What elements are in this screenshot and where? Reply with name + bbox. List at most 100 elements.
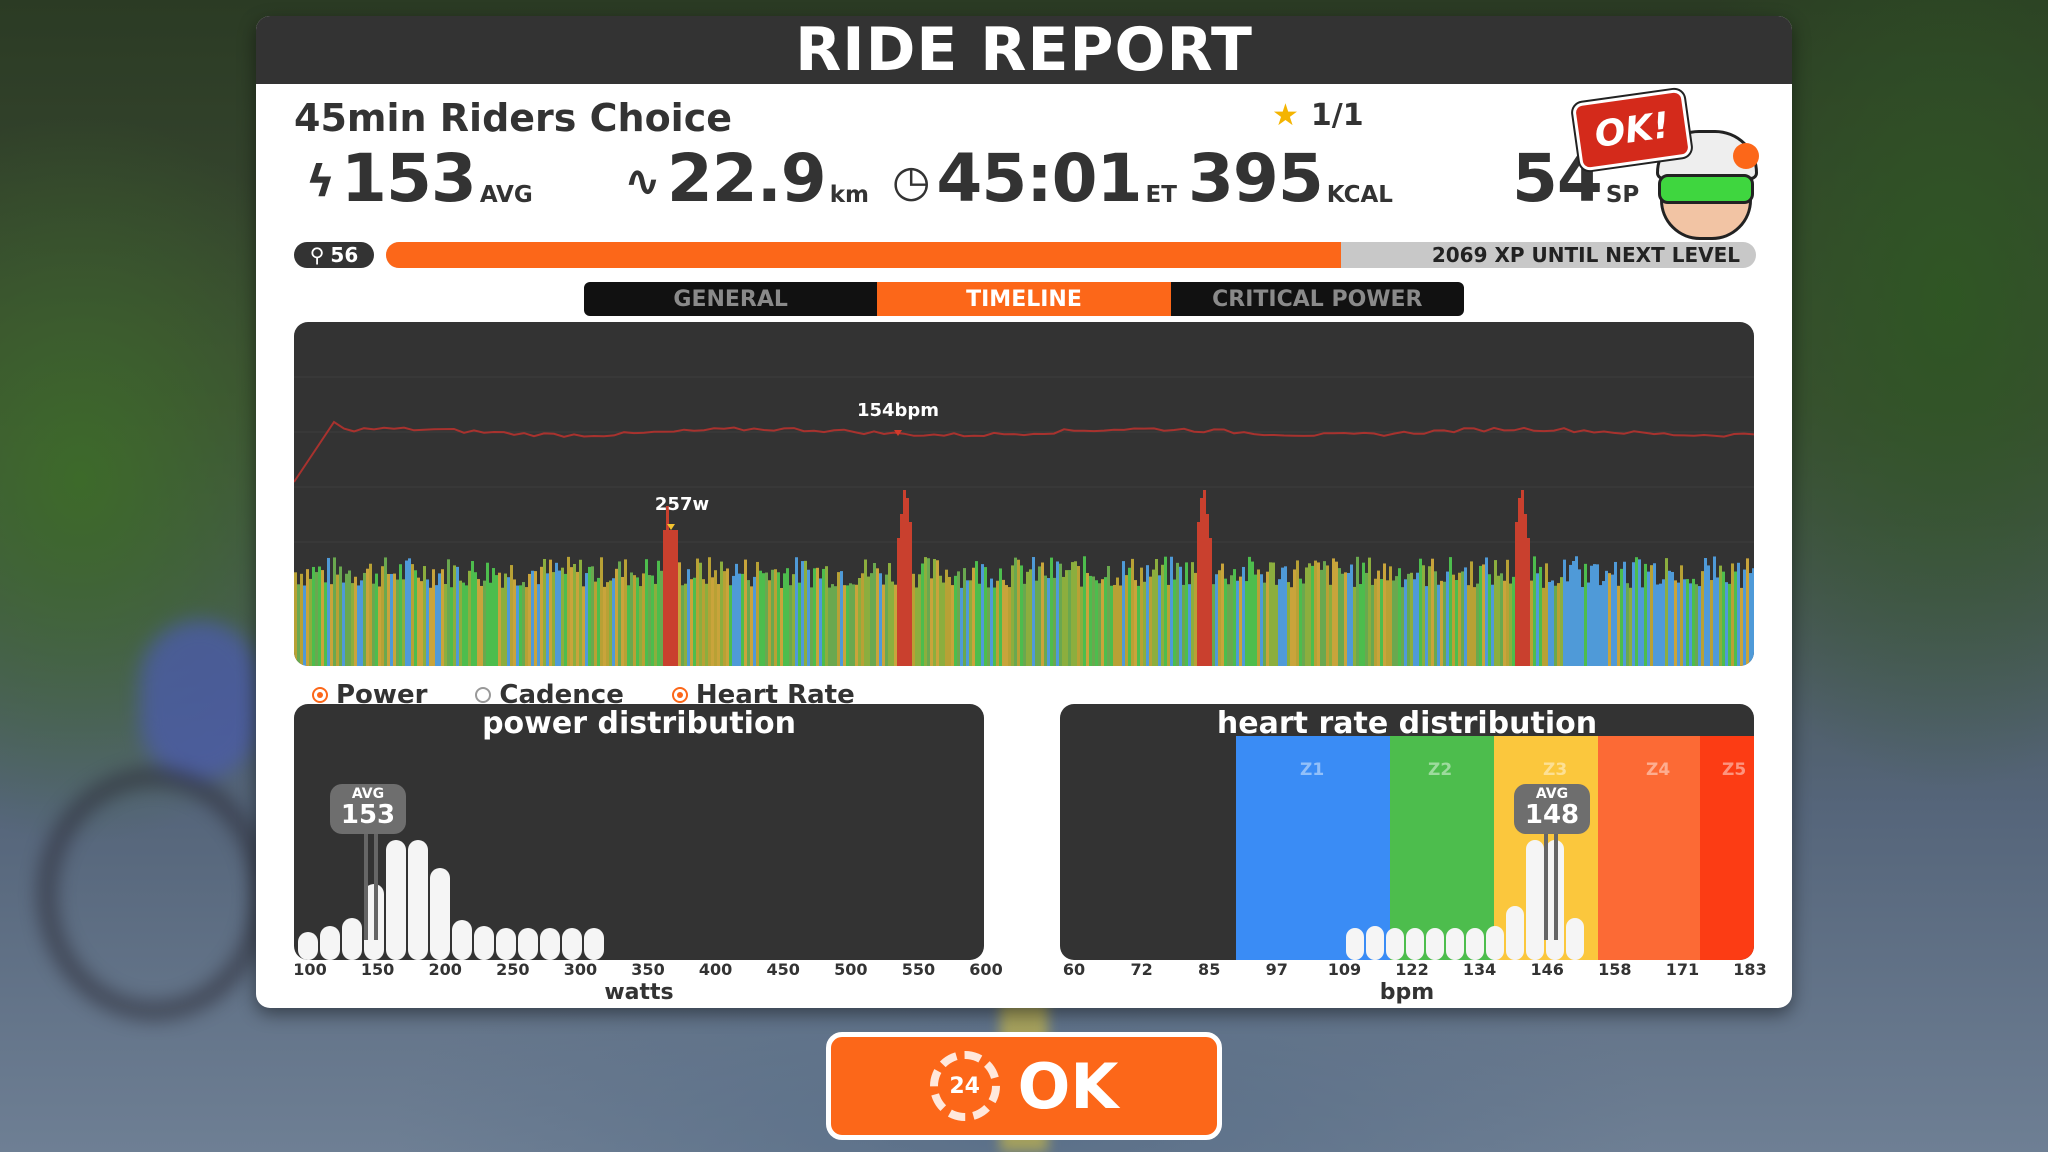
power-bar [480, 585, 483, 666]
power-bar [1593, 564, 1596, 666]
power-bar [1653, 563, 1656, 666]
power-bar [1071, 562, 1074, 666]
ok-button[interactable]: 24 OK [826, 1032, 1222, 1140]
hr-avg-label: AVG [1535, 786, 1569, 802]
power-bar [732, 575, 735, 666]
power-bar [1161, 564, 1164, 666]
stat-calories: 395 KCAL [1188, 146, 1393, 212]
power-bar [459, 580, 462, 666]
power-bar [657, 560, 660, 666]
power-bar [1218, 570, 1221, 666]
power-bar [1554, 585, 1557, 666]
power-bar [1281, 567, 1284, 666]
power-bar [936, 560, 939, 666]
power-bar [1449, 557, 1452, 666]
radio-power[interactable] [312, 687, 328, 703]
power-bar [816, 567, 819, 666]
power-bar [1746, 558, 1749, 666]
tab-critical-power[interactable]: CRITICAL POWER [1212, 286, 1423, 312]
power-bar [1212, 584, 1215, 666]
power-bar [1743, 569, 1746, 666]
power-bar [825, 566, 828, 666]
power-bar [828, 587, 831, 666]
power-bar [900, 514, 903, 666]
power-bar [1623, 561, 1626, 666]
hr-tick-label: 109 [1327, 960, 1362, 979]
power-bar [1308, 563, 1311, 666]
power-bar [1740, 587, 1743, 666]
power-bar [675, 530, 678, 666]
stat-time-unit: ET [1145, 182, 1177, 208]
tab-general[interactable]: GENERAL [673, 286, 788, 312]
power-bar [1386, 580, 1389, 666]
power-bar [639, 586, 642, 666]
power-bar [705, 583, 708, 666]
power-bar [1596, 564, 1599, 666]
power-bar [951, 585, 954, 666]
power-bar [327, 557, 330, 666]
power-bar [1134, 580, 1137, 666]
power-bar [1137, 585, 1140, 666]
power-bar [702, 579, 705, 666]
power-bar [1578, 569, 1581, 666]
power-bar [1713, 556, 1716, 666]
zone-label-z3: Z3 [1543, 760, 1568, 780]
power-bar [360, 580, 363, 666]
power-bar [558, 570, 561, 666]
xp-progress-fill [386, 242, 1341, 268]
power-bar [678, 562, 681, 666]
zone-label-z1: Z1 [1300, 760, 1325, 780]
power-bar [1587, 582, 1590, 666]
radio-heart-rate[interactable] [671, 687, 688, 703]
radio-cadence[interactable] [475, 687, 492, 703]
power-bar [1689, 583, 1692, 666]
power-bar [588, 566, 591, 666]
hr-hist-bar [1466, 928, 1484, 960]
power-bar [432, 569, 435, 666]
power-bar [312, 566, 315, 666]
stat-power-value: 153 [341, 140, 477, 217]
power-bar [1368, 557, 1371, 666]
power-bar [456, 566, 459, 666]
power-avg-flag: AVG 153 [330, 784, 406, 834]
rider-wheel [40, 770, 268, 1018]
page-title: RIDE REPORT [795, 16, 1253, 85]
power-bar [789, 585, 792, 666]
power-bar [1395, 576, 1398, 666]
power-bar [750, 586, 753, 666]
power-bar [1497, 575, 1500, 666]
power-bar [771, 569, 774, 666]
power-bar [555, 562, 558, 666]
power-bar [531, 570, 534, 666]
power-bar [1401, 587, 1404, 666]
tab-timeline[interactable]: TIMELINE [877, 282, 1171, 316]
power-bar [1182, 584, 1185, 666]
stat-distance-unit: km [829, 182, 869, 208]
power-bar [1104, 577, 1107, 666]
hr-avg-value: 148 [1524, 800, 1580, 830]
power-bar [1752, 568, 1754, 666]
power-bar [1143, 581, 1146, 666]
hr-avg-stem [1554, 832, 1558, 940]
power-bar [564, 573, 567, 666]
hr-hist-bar [1426, 928, 1444, 960]
power-bar [819, 578, 822, 666]
power-tick-label: 200 [428, 960, 462, 979]
power-bar [582, 586, 585, 666]
power-bar [474, 572, 477, 666]
power-bar [894, 584, 897, 666]
power-bar [1374, 578, 1377, 666]
power-bar [852, 584, 855, 666]
power-bar [486, 562, 489, 666]
power-bar [918, 574, 921, 666]
power-distribution: power distribution AVG 153 100 150 200 250 3… [293, 704, 1003, 1005]
power-bar [648, 575, 651, 666]
power-bar [1503, 580, 1506, 666]
power-bar [1125, 575, 1128, 666]
power-bar [549, 559, 552, 666]
power-bar [321, 570, 324, 666]
power-bar [1275, 584, 1278, 666]
rider-body [140, 620, 260, 780]
power-bar [1050, 557, 1053, 666]
power-bar [1392, 580, 1395, 666]
